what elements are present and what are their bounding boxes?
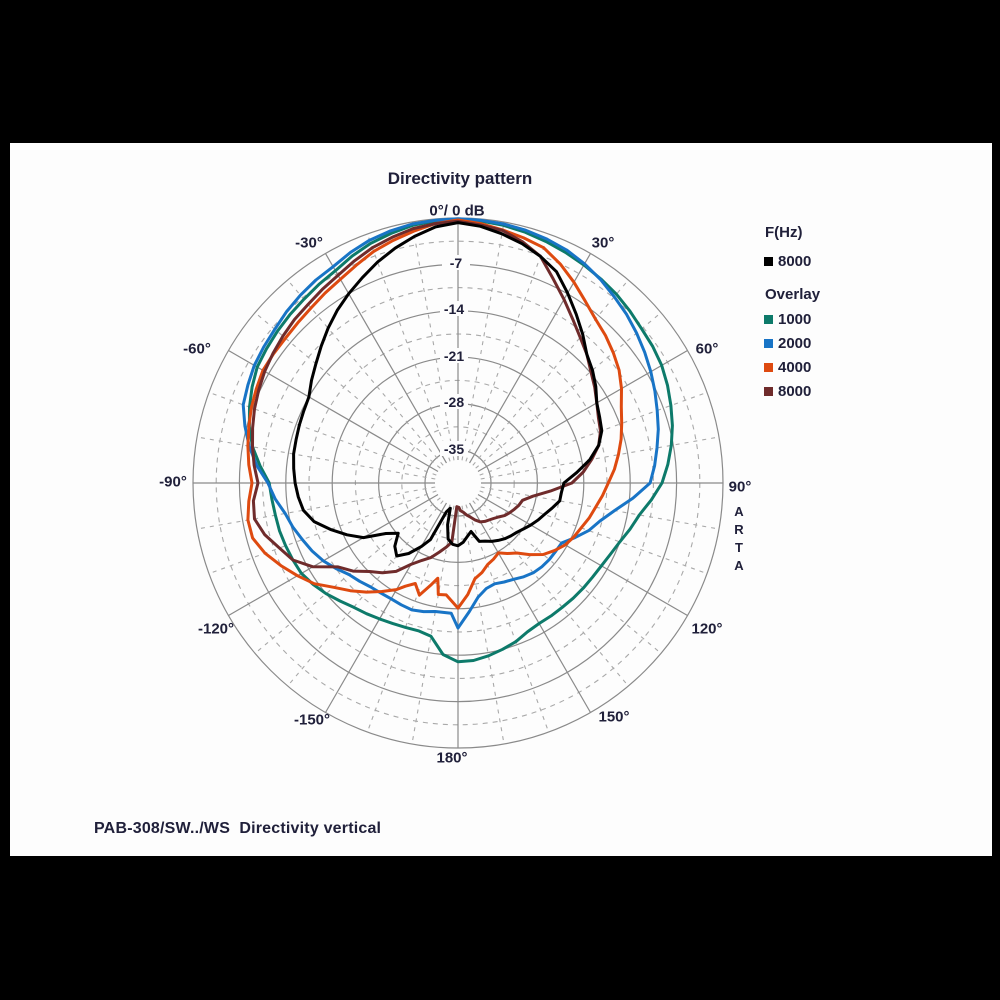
- db-label-backing: [440, 441, 468, 456]
- legend-item-overlay-1000: 1000: [764, 311, 811, 328]
- db-label-backing: [440, 348, 468, 363]
- grid-radial-50deg: [475, 312, 662, 469]
- grid-radial-330deg: [324, 253, 448, 464]
- grid-radial-130deg: [475, 497, 662, 654]
- angle-label-180°: 180°: [436, 750, 467, 767]
- legend-item-overlay-2000: 2000: [764, 335, 811, 352]
- grid-radial-120deg: [477, 493, 688, 617]
- db-tick-label--35: -35: [444, 441, 464, 457]
- legend-item-overlay-8000: 8000: [764, 383, 811, 400]
- legend-item-current-8000: 8000: [764, 253, 811, 270]
- angle-label-60°: 60°: [696, 341, 719, 358]
- angle-label--30°: -30°: [295, 235, 323, 252]
- legend-swatch-8000-overlay: [764, 387, 773, 396]
- angle-label--60°: -60°: [183, 341, 211, 358]
- chart-caption: PAB-308/SW../WS Directivity vertical: [94, 820, 382, 837]
- db-label-backing: [442, 255, 470, 270]
- legend-label: 2000: [778, 335, 812, 352]
- top-axis-label: 0°/ 0 dB: [429, 203, 484, 220]
- arta-letter: T: [735, 540, 743, 555]
- angle-label-150°: 150°: [598, 709, 629, 726]
- db-label-backing: [440, 301, 468, 316]
- grid-radial-250deg: [208, 490, 437, 575]
- arta-letter: A: [734, 504, 744, 519]
- curve-overlay-2000: [241, 217, 660, 630]
- grid-radial-200deg: [366, 504, 451, 733]
- grid-radial-160deg: [465, 504, 550, 733]
- angle-label--150°: -150°: [294, 712, 330, 729]
- angle-label-30°: 30°: [592, 235, 615, 252]
- grid-radial-150deg: [468, 502, 592, 713]
- arta-letter: A: [734, 558, 744, 573]
- legend-swatch-1000: [764, 315, 773, 324]
- grid-radial-170deg: [461, 505, 505, 745]
- chart-title: Directivity pattern: [387, 169, 533, 188]
- arta-letter: R: [734, 522, 744, 537]
- legend-label: 8000: [778, 383, 812, 400]
- grid-radial-110deg: [479, 490, 708, 575]
- grid-radial-80deg: [480, 436, 720, 480]
- angle-label-90°: 90°: [729, 479, 752, 496]
- legend-swatch-8000-current: [764, 257, 773, 266]
- legend-item-overlay-4000: 4000: [764, 359, 811, 376]
- grid-radial-220deg: [287, 500, 444, 687]
- grid-radial-350deg: [411, 221, 455, 461]
- grid-radial-100deg: [480, 486, 720, 530]
- grid-radial-240deg: [228, 493, 439, 617]
- grid-radial-210deg: [324, 502, 448, 713]
- grid-radial-40deg: [472, 279, 629, 466]
- curve-current-8000: [292, 221, 604, 558]
- grid-radial-190deg: [411, 505, 455, 745]
- legend-label: 4000: [778, 359, 812, 376]
- legend-swatch-4000: [764, 363, 773, 372]
- grid-radial-70deg: [479, 391, 708, 476]
- angle-label-120°: 120°: [691, 621, 722, 638]
- grid-radial-340deg: [366, 233, 451, 462]
- grid-radial-60deg: [477, 349, 688, 473]
- grid-radial-140deg: [472, 500, 629, 687]
- legend-label: 1000: [778, 311, 812, 328]
- legend-label: 8000: [778, 253, 812, 270]
- legend-overlay-header: Overlay: [765, 286, 821, 303]
- grid-radial-10deg: [461, 221, 505, 461]
- grid-radial-280deg: [196, 436, 436, 480]
- grid-radial-290deg: [208, 391, 437, 476]
- db-tick-label--14: -14: [444, 301, 464, 317]
- arta-watermark: A R T A: [731, 503, 747, 575]
- grid-radial-30deg: [468, 253, 592, 464]
- legend-swatch-2000: [764, 339, 773, 348]
- legend-freq-header: F(Hz): [765, 224, 803, 241]
- grid-radial-320deg: [287, 279, 444, 466]
- grid-radial-260deg: [196, 486, 436, 530]
- db-tick-label--21: -21: [444, 348, 464, 364]
- plot-background: [10, 143, 992, 856]
- grid-radial-20deg: [465, 233, 550, 462]
- db-label-backing: [440, 394, 468, 409]
- db-tick-label--7: -7: [450, 255, 463, 271]
- angle-label--120°: -120°: [198, 621, 234, 638]
- center-hole: [435, 460, 481, 506]
- curve-overlay-8000: [251, 219, 602, 575]
- db-tick-label--28: -28: [444, 394, 464, 410]
- angle-label--90°: -90°: [159, 474, 187, 491]
